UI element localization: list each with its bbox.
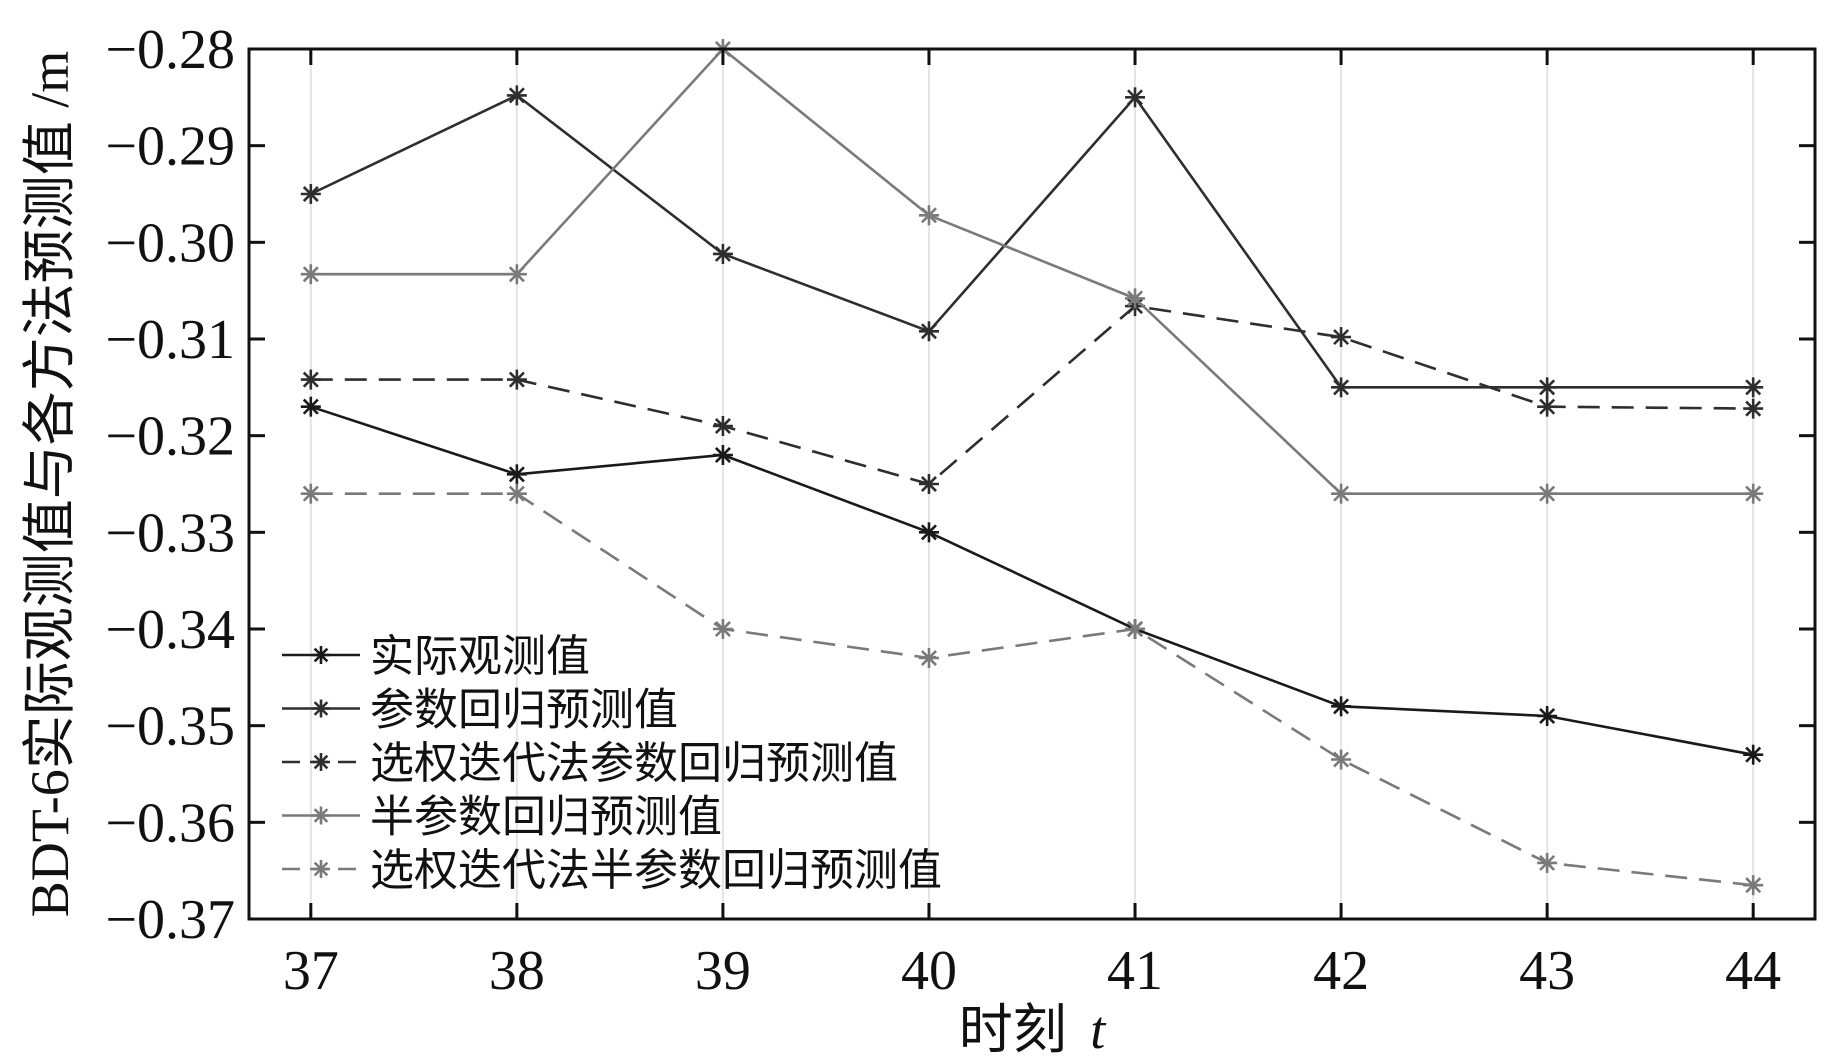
x-tick-label: 40 — [901, 940, 957, 1002]
data-point — [1125, 619, 1146, 639]
y-tick-label: −0.36 — [105, 792, 235, 854]
data-point — [1537, 396, 1558, 417]
series-3 — [300, 296, 1764, 494]
legend-label: 选权迭代法半参数回归预测值 — [370, 846, 942, 895]
data-point — [300, 369, 321, 390]
data-point — [1743, 744, 1764, 765]
data-point — [1743, 377, 1764, 398]
series-line — [310, 405, 1754, 756]
legend-label: 选权迭代法参数回归预测值 — [370, 739, 898, 788]
data-point — [918, 321, 939, 342]
data-point — [1743, 398, 1764, 419]
data-point — [918, 522, 939, 543]
x-tick-label: 44 — [1725, 940, 1781, 1002]
x-axis-label: 时刻 t — [959, 1000, 1108, 1060]
data-point — [1331, 749, 1352, 770]
y-tick-label: −0.37 — [105, 889, 235, 951]
series-1 — [300, 396, 1764, 765]
x-tick-label: 38 — [489, 940, 545, 1002]
series-line — [310, 47, 1754, 496]
data-point — [1743, 483, 1764, 504]
x-tick-label: 41 — [1107, 940, 1163, 1002]
ticks: 37 38 39 40 41 42 43 44 −0.28 −0.29 −0.30 −0.31 −0.3… — [105, 19, 1815, 1002]
legend-item: 参数回归预测值 — [282, 686, 678, 735]
grid — [309, 49, 1755, 919]
x-axis-label-main: 时刻 — [959, 1000, 1067, 1060]
series-2 — [300, 85, 1764, 398]
x-tick-label: 39 — [695, 940, 751, 1002]
plot-frame — [247, 47, 1817, 921]
y-tick-label: −0.32 — [105, 406, 235, 468]
legend-item: 选权迭代法半参数回归预测值 — [282, 846, 942, 895]
y-tick-label: −0.29 — [105, 116, 235, 178]
data-point — [1125, 87, 1146, 108]
data-point — [300, 396, 321, 417]
data-point — [506, 369, 527, 390]
data-point — [300, 483, 321, 504]
y-tick-label: −0.33 — [105, 502, 235, 564]
data-point — [506, 264, 527, 285]
data-point — [1331, 377, 1352, 398]
data-point — [312, 806, 330, 825]
data-point — [1743, 875, 1764, 896]
series-line — [310, 492, 1754, 887]
data-point — [312, 860, 330, 878]
legend-label: 半参数回归预测值 — [370, 793, 722, 842]
data-point — [312, 753, 330, 771]
data-point — [712, 619, 733, 639]
series-line — [310, 304, 1754, 486]
legend: 实际观测值参数回归预测值选权迭代法参数回归预测值半参数回归预测值选权迭代法半参数… — [282, 632, 942, 895]
legend-item: 实际观测值 — [282, 632, 590, 681]
y-tick-label: −0.31 — [105, 309, 235, 371]
x-tick-label: 42 — [1313, 940, 1369, 1002]
legend-label: 参数回归预测值 — [370, 686, 678, 735]
x-tick-label: 37 — [283, 940, 339, 1002]
data-point — [312, 699, 330, 718]
data-point — [918, 205, 939, 226]
data-point — [1331, 327, 1352, 348]
data-point — [1537, 483, 1558, 504]
legend-item: 半参数回归预测值 — [282, 793, 722, 842]
data-point — [712, 243, 733, 264]
y-tick-label: −0.28 — [105, 19, 235, 81]
y-tick-label: −0.35 — [105, 696, 235, 758]
data-point — [1537, 852, 1558, 873]
y-tick-label: −0.34 — [105, 599, 235, 661]
data-point — [712, 445, 733, 465]
y-axis-label: BDT-6实际观测值与各方法预测值 /m — [20, 51, 80, 918]
data-point — [300, 184, 321, 204]
data-point — [1537, 377, 1558, 398]
data-point — [312, 646, 330, 664]
data-point — [506, 85, 527, 106]
legend-label: 实际观测值 — [370, 632, 590, 681]
data-point — [506, 483, 527, 504]
series-line — [310, 93, 1754, 389]
data-point — [506, 464, 527, 485]
data-point — [1537, 706, 1558, 726]
data-point — [918, 648, 939, 668]
y-tick-label: −0.30 — [105, 212, 235, 274]
x-tick-label: 43 — [1519, 940, 1575, 1002]
series-4 — [300, 39, 1764, 504]
data-point — [918, 474, 939, 494]
data-point — [712, 416, 733, 436]
data-point — [1331, 696, 1352, 717]
data-point — [300, 264, 321, 285]
legend-item: 选权迭代法参数回归预测值 — [282, 739, 898, 788]
x-axis-label-variable: t — [1090, 1000, 1107, 1060]
series-5 — [300, 483, 1764, 896]
series-group — [300, 39, 1764, 896]
data-point — [1331, 483, 1352, 504]
data-point — [1125, 288, 1146, 309]
